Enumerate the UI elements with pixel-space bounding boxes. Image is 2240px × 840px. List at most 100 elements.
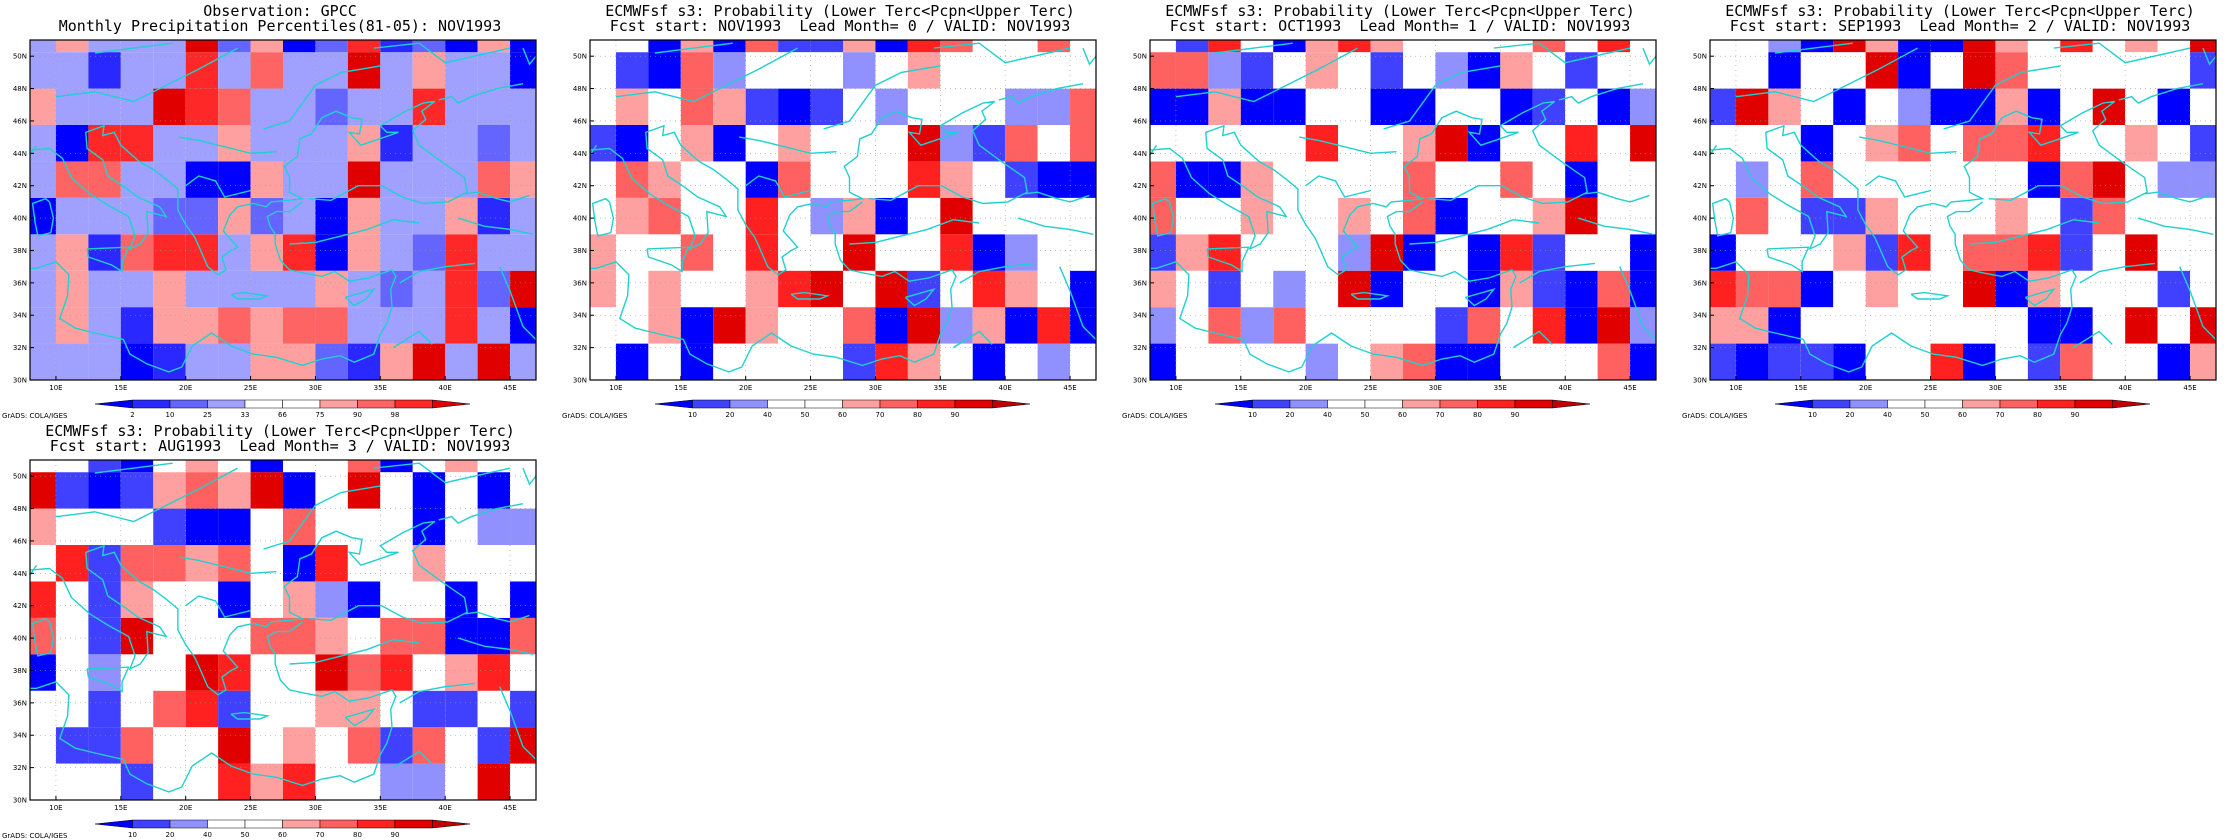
grid-cell [412, 727, 446, 764]
grid-cell [1338, 125, 1371, 162]
grid-cell [347, 654, 381, 691]
grid-cell [1865, 40, 1899, 53]
grid-cell [30, 52, 56, 89]
grid-cell [1597, 125, 1631, 162]
grid-cell [1597, 234, 1631, 271]
coastline [1865, 175, 1931, 198]
grid-cell [1240, 125, 1274, 162]
graticule [1710, 40, 2216, 381]
coastline [86, 666, 130, 693]
panel-title-line1: ECMWFsf s3: Probability (Lower Terc<Pcpn… [605, 2, 1075, 20]
grid-cell [1930, 161, 1963, 198]
panel-title-line1: ECMWFsf s3: Probability (Lower Terc<Pcpn… [1165, 2, 1635, 20]
grid-cell [2157, 343, 2191, 380]
grid-cell [615, 197, 649, 235]
coastline [654, 42, 733, 54]
grid-cell [2060, 343, 2093, 380]
lat-tick-label: 48N [13, 85, 27, 93]
grid-cell [1208, 270, 1241, 308]
grid-cell [412, 654, 446, 691]
grid-cell [648, 125, 681, 162]
grid-cell [972, 307, 1006, 344]
grid-cell [283, 617, 316, 655]
grid-cell [477, 52, 511, 89]
map-frame [29, 39, 537, 381]
coastline [464, 191, 530, 203]
lon-tick-label: 45E [2183, 384, 2196, 392]
grid-cell [185, 508, 219, 545]
map-panel-lead-3: ECMWFsf s3: Probability (Lower Terc<Pcpn… [0, 420, 560, 840]
grid-cell [120, 343, 154, 380]
lon-tick-label: 15E [1234, 384, 1247, 392]
lon-tick-label: 35E [934, 384, 947, 392]
grid-cell [412, 617, 446, 655]
lon-tick-label: 20E [1859, 384, 1872, 392]
grid-cell [315, 197, 348, 235]
grid-cell [1995, 125, 2028, 162]
coastline [849, 218, 980, 245]
grid-cell [1305, 307, 1339, 344]
grid-cell [1273, 270, 1306, 308]
colorbar-label: 10 [688, 411, 697, 419]
grid-cell [1735, 307, 1769, 344]
grid-cell [843, 52, 876, 89]
lon-tick-label: 15E [674, 384, 687, 392]
colorbar-label: 40 [763, 411, 772, 419]
map-figure: 10E 15E 20E 25E 30E 35E 40E 45E 30N 32N 34N 36N 38N 4… [13, 39, 537, 419]
precip-grid-cells [30, 460, 536, 800]
grid-cell [477, 161, 511, 198]
coastline [457, 637, 534, 655]
coastline [392, 750, 433, 769]
colorbar-label: 60 [278, 831, 287, 839]
colorbar-segment [357, 399, 396, 409]
grid-cell [1865, 125, 1899, 162]
lon-tick-label: 20E [1299, 384, 1312, 392]
grid-cell [1403, 40, 1436, 53]
lat-tick-label: 30N [573, 377, 587, 385]
grid-cell [1597, 270, 1631, 308]
grid-cell [2125, 270, 2158, 308]
colorbar-segment [917, 399, 956, 409]
grid-cell [283, 161, 316, 198]
grid-cell [347, 197, 381, 235]
grid-cell [1735, 197, 1769, 235]
grid-cell [153, 234, 186, 271]
grid-cell [1710, 40, 1736, 53]
grid-cell [1037, 343, 1071, 380]
colorbar-segment [169, 819, 208, 829]
grid-cell [875, 343, 908, 380]
grid-cell [30, 472, 56, 509]
grid-cell [680, 343, 714, 380]
coastline [2202, 47, 2217, 66]
precip-grid-cells [1710, 40, 2216, 380]
grid-cell [347, 40, 381, 53]
coastline [1175, 47, 1358, 103]
grid-cell [972, 197, 1006, 235]
grid-cell [1435, 234, 1468, 271]
grid-cell [1500, 88, 1533, 125]
grads-credit: GrADS: COLA/IGES [562, 412, 628, 420]
map-frame [1149, 39, 1657, 381]
grid-cell [2125, 52, 2158, 89]
grid-cell [1532, 40, 1566, 53]
grid-cell [347, 125, 381, 162]
grid-cell [1403, 234, 1436, 271]
grid-cell [1305, 40, 1339, 53]
grid-cell [412, 343, 446, 380]
grid-cell [153, 307, 186, 344]
coastline [263, 485, 381, 550]
grid-cell [477, 727, 511, 764]
grid-cell [1150, 125, 1176, 162]
grid-cell [347, 545, 381, 582]
coastline [1305, 175, 1371, 198]
grid-cell [1005, 307, 1038, 344]
grid-cell [477, 654, 511, 691]
lon-tick-label: 40E [439, 804, 452, 812]
grid-cell [412, 270, 446, 308]
grid-cell [1630, 161, 1656, 198]
grid-cell [1565, 307, 1598, 344]
grid-cell [1175, 125, 1209, 162]
grid-cell [218, 125, 251, 162]
grid-cell [55, 52, 89, 89]
grid-cell [55, 617, 89, 655]
